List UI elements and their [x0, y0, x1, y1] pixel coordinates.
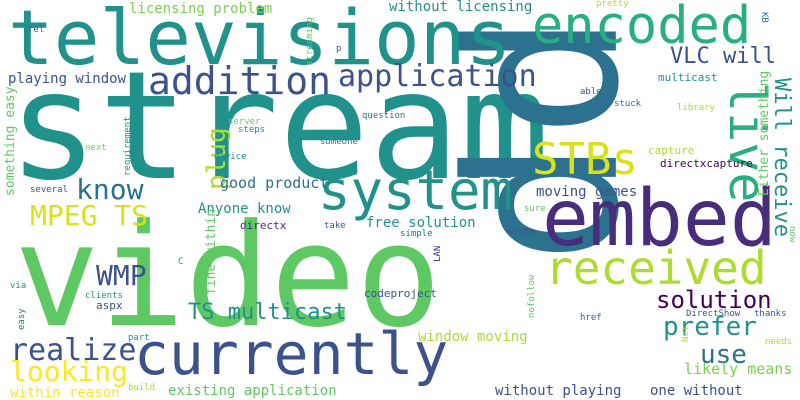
word-fine-within: fine within: [204, 208, 219, 295]
word-multicast: multicast: [658, 71, 718, 84]
word-lan: LAN: [433, 245, 443, 262]
word-part: part: [128, 333, 150, 343]
word-easy: easy: [17, 308, 27, 330]
word-sure: sure: [524, 204, 546, 214]
word-window-moving: window moving: [418, 329, 528, 345]
word-codeproject: codeproject: [364, 287, 437, 300]
word-net: Net: [681, 325, 691, 342]
word-build: build: [128, 383, 156, 393]
word-nofollow: nofollow: [527, 274, 537, 318]
word-device: device: [214, 152, 247, 162]
word-system: system: [318, 159, 514, 222]
word-now: now: [787, 226, 797, 243]
word-likely-means: likely means: [684, 360, 793, 378]
word-wmp: WMP: [96, 259, 147, 292]
word-stuck: stuck: [614, 99, 642, 109]
word-something-easy: something easy: [3, 86, 18, 196]
word-embed: embed: [542, 174, 777, 264]
word-question: question: [362, 111, 406, 121]
word-looking: looking: [10, 355, 129, 388]
word-c: C: [178, 257, 184, 267]
word-one-without: one without: [650, 383, 743, 399]
word-able: able: [580, 87, 602, 97]
word-thanks: thanks: [754, 309, 787, 319]
word-pretty: pretty: [596, 0, 629, 9]
word-currently: currently: [134, 320, 449, 388]
word-directxcapture: directxcapture: [660, 157, 753, 170]
word-televisions: televisions: [8, 0, 512, 82]
word-vlc-will: VLC will: [670, 44, 776, 69]
word-next: next: [85, 143, 107, 153]
word-free-solution: free solution: [366, 215, 476, 231]
word-kb: KB: [759, 12, 769, 23]
word-without-licensing: without licensing: [389, 0, 533, 15]
word-stbs: STBs: [532, 134, 638, 185]
word-take: take: [324, 221, 346, 231]
word-solution: solution: [656, 286, 772, 314]
word-moving-games: moving games: [536, 184, 638, 200]
word-application: application: [338, 59, 537, 94]
word-encoded: encoded: [532, 0, 752, 56]
word-aspx: aspx: [96, 299, 123, 312]
word-several: several: [30, 185, 68, 195]
word-server: server: [228, 117, 261, 127]
word-streaming: streaming: [305, 17, 315, 66]
word-licensing-problem: licensing problem: [129, 1, 273, 17]
word-rel: rel: [28, 25, 45, 35]
word-either-something: Either something: [757, 70, 772, 196]
word-requirement: requirement: [123, 116, 133, 176]
word-anyone-know: Anyone know: [198, 201, 291, 217]
word-prefer: prefer: [663, 312, 757, 342]
word-directshow: DirectShow: [686, 309, 741, 319]
word-know: know: [76, 173, 144, 206]
word-steps: steps: [238, 125, 266, 135]
word-needs: needs: [765, 337, 793, 347]
word-library: library: [677, 103, 715, 113]
word-stream: stream: [8, 40, 550, 214]
word-addition: addition: [148, 59, 332, 103]
word-someone: someone: [320, 137, 358, 147]
word-wrote: wrote: [508, 227, 536, 237]
word-will-receive: Will receive: [769, 78, 794, 237]
word-within-reason: within reason: [10, 385, 120, 400]
word-via: via: [10, 281, 27, 291]
word-good-product: good product: [220, 174, 329, 192]
word-capture: capture: [648, 144, 695, 157]
word-directx: directx: [240, 219, 287, 232]
word-simple: simple: [400, 229, 433, 239]
word-existing-application: existing application: [168, 383, 337, 399]
word-received: received: [545, 241, 767, 295]
word-ts-multicast: TS multicast: [188, 300, 347, 325]
word-p: p: [336, 44, 342, 54]
word-href: href: [580, 313, 602, 323]
word-playing-window: playing window: [8, 71, 127, 87]
word-mpeg-ts: MPEG TS: [30, 199, 149, 232]
word-video: video: [14, 194, 442, 359]
word-without-playing: without playing: [495, 383, 622, 399]
word-use: use: [700, 340, 747, 370]
word-clients: clients: [85, 291, 123, 301]
word-realize: realize: [10, 333, 137, 368]
